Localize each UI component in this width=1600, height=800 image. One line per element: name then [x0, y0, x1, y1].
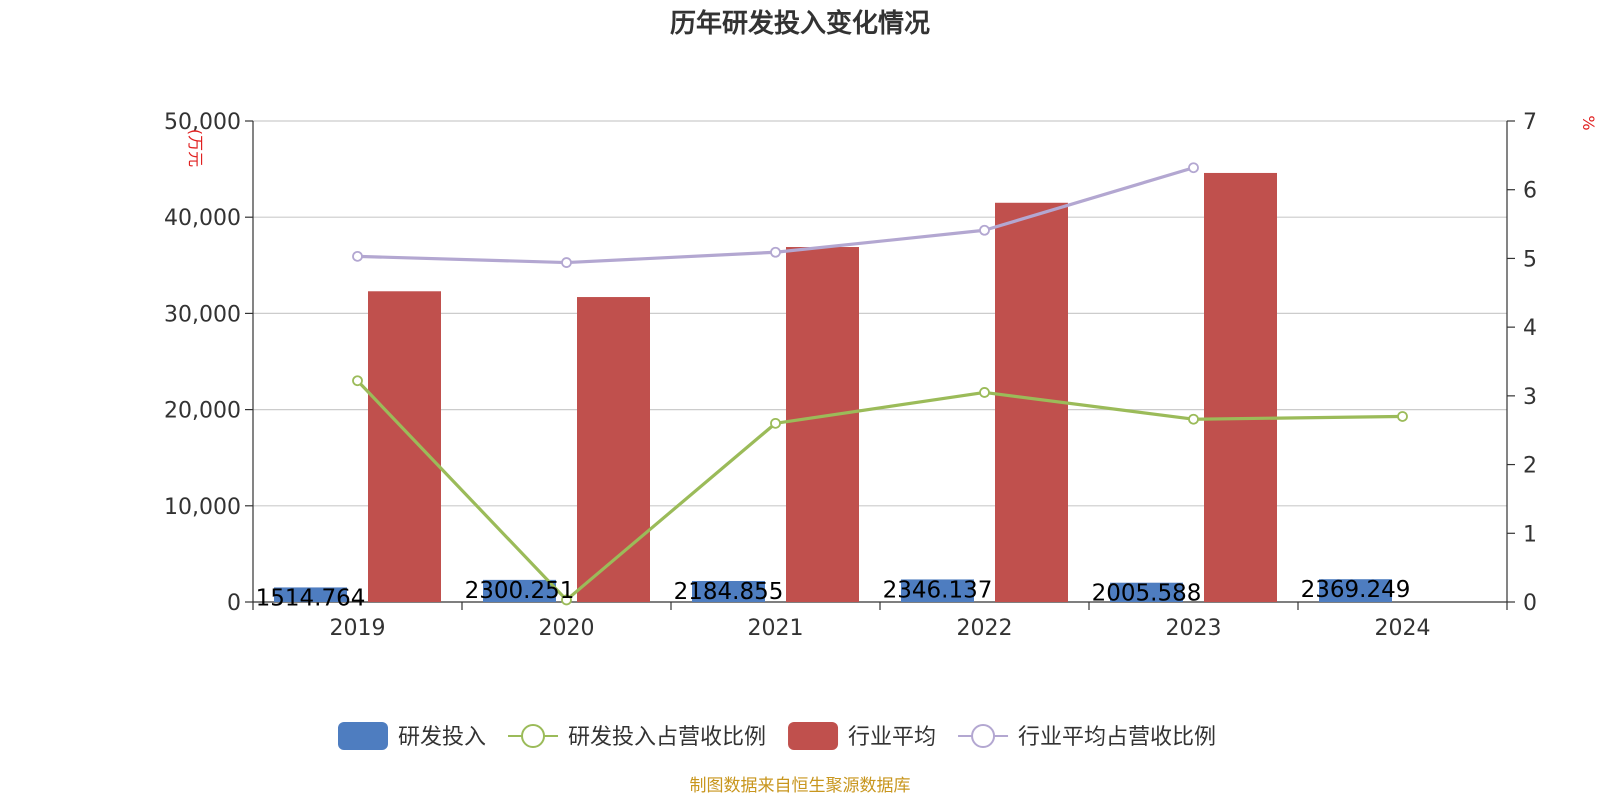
x-tick-label: 2020 — [539, 616, 595, 641]
x-tick-label: 2019 — [330, 616, 386, 641]
right-tick-label: 1 — [1523, 522, 1537, 547]
right-tick-label: 2 — [1523, 454, 1537, 479]
legend-label-3: 行业平均占营收比例 — [1018, 725, 1216, 750]
point-1-5 — [1397, 411, 1408, 422]
point-3-3 — [979, 224, 990, 236]
bar-data-label: 2369.249 — [1301, 577, 1411, 603]
bar-2-1 — [577, 297, 650, 602]
right-tick-label: 0 — [1523, 591, 1537, 616]
left-tick-label: 40,000 — [164, 206, 241, 231]
legend: 研发投入 研发投入占营收比例 行业平均 行业平均占营收比例 — [338, 722, 1216, 750]
right-axis-unit: % — [1579, 115, 1598, 130]
x-tick-label: 2021 — [748, 616, 804, 641]
bar-0-5 — [1319, 579, 1392, 602]
legend-swatch-marker-1 — [521, 724, 546, 748]
bar-0-0 — [274, 587, 347, 602]
point-3-0 — [352, 250, 363, 262]
axes: 0 10,000 20,000 30,000 40,000 50,000 0 1 2 3 4 5 6 7 2… — [164, 110, 1537, 641]
chart-title: 历年研发投入变化情况 — [670, 8, 930, 39]
legend-label-2: 行业平均 — [848, 725, 936, 750]
right-tick-label: 5 — [1523, 247, 1537, 272]
legend-label-0: 研发投入 — [398, 725, 486, 750]
legend-swatch-2 — [788, 722, 839, 750]
right-tick-label: 6 — [1523, 179, 1537, 204]
bar-2-2 — [786, 247, 859, 602]
point-1-1 — [561, 594, 572, 606]
grid-lines — [253, 120, 1507, 507]
legend-label-1: 研发投入占营收比例 — [568, 725, 766, 750]
bar-0-4 — [1110, 582, 1183, 602]
point-1-4 — [1188, 413, 1199, 425]
lines — [352, 162, 1408, 606]
point-1-3 — [979, 387, 990, 398]
bar-data-label: 2300.251 — [465, 578, 575, 604]
legend-swatch-marker-3 — [971, 724, 996, 748]
left-tick-label: 30,000 — [164, 302, 241, 327]
bar-0-1 — [483, 579, 556, 602]
right-tick-label: 7 — [1523, 110, 1537, 135]
right-tick-label: 4 — [1523, 316, 1537, 341]
point-3-4 — [1188, 162, 1199, 174]
left-tick-label: 10,000 — [164, 495, 241, 520]
left-axis-unit: (万元 — [186, 129, 205, 167]
point-1-2 — [770, 417, 781, 429]
left-tick-label: 20,000 — [164, 399, 241, 424]
bar-0-3 — [901, 579, 974, 602]
x-tick-label: 2022 — [957, 616, 1013, 641]
point-3-1 — [561, 257, 572, 268]
source-note: 制图数据来自恒生聚源数据库 — [690, 776, 911, 796]
line-1 — [356, 379, 1403, 602]
bar-data-label: 2184.855 — [674, 579, 784, 605]
legend-swatch-0 — [338, 722, 388, 750]
data-labels: 1514.764 2300.251 2184.855 2346.137 2005.588… — [256, 577, 1411, 611]
right-tick-label: 3 — [1523, 385, 1537, 410]
bar-data-label: 2005.588 — [1092, 581, 1202, 607]
point-1-0 — [352, 375, 363, 387]
x-tick-label: 2023 — [1166, 616, 1222, 641]
left-tick-label: 50,000 — [164, 110, 241, 135]
left-tick-label: 0 — [227, 591, 241, 616]
bar-2-4 — [1204, 172, 1277, 602]
bar-2-0 — [368, 291, 441, 602]
bars — [274, 172, 1392, 602]
bar-data-label: 1514.764 — [256, 585, 366, 611]
x-tick-label: 2024 — [1375, 616, 1431, 641]
point-3-2 — [770, 246, 781, 258]
bar-data-label: 2346.137 — [883, 577, 993, 603]
bar-0-2 — [692, 580, 765, 602]
